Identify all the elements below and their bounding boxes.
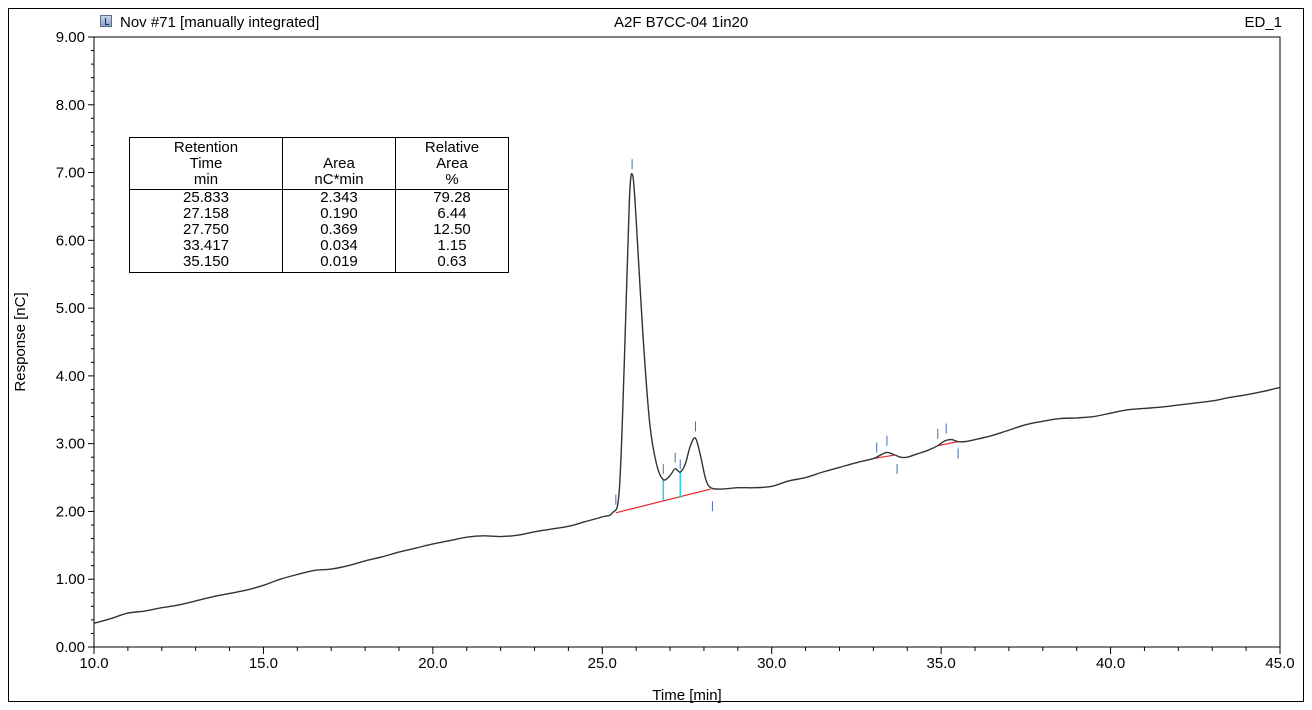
retention-time-cell: 35.150: [129, 254, 283, 273]
x-axis-title: Time [min]: [652, 687, 721, 704]
relative-area-cell: 1.15: [395, 238, 509, 254]
x-tick-label: 10.0: [79, 655, 108, 672]
y-axis: 0.00 1.00 2.00 3.00 4.00 5.00 6.00 7.00 8.00 9.00: [56, 29, 94, 656]
x-tick-label: 20.0: [418, 655, 447, 672]
area-cell: 0.369: [282, 222, 396, 238]
plot-area: [93, 36, 1281, 648]
x-tick-label: 45.0: [1265, 655, 1294, 672]
table-row: 25.833 2.343 79.28: [129, 189, 509, 206]
channel-name: ED_1: [1244, 14, 1282, 31]
table-row: 27.158 0.190 6.44: [129, 206, 509, 222]
y-axis-title: Response [nC]: [12, 292, 29, 391]
y-tick-label: 7.00: [56, 165, 85, 182]
relative-area-cell: 12.50: [395, 222, 509, 238]
x-tick-label: 35.0: [927, 655, 956, 672]
retention-time-cell: 33.417: [129, 238, 283, 254]
peak-delimiter-markers: [615, 159, 959, 512]
header-area: Area nC*min: [282, 137, 396, 190]
injection-name: A2F B7CC-04 1in20: [614, 14, 749, 31]
chromatogram-trace: [93, 173, 1281, 624]
trace-layer: [93, 173, 1281, 624]
y-tick-label: 5.00: [56, 300, 85, 317]
x-tick-label: 25.0: [588, 655, 617, 672]
retention-time-cell: 27.158: [129, 206, 283, 222]
y-tick-label: 8.00: [56, 97, 85, 114]
relative-area-cell: 6.44: [395, 206, 509, 222]
peak-table-header: Retention Time min Area nC*min Relative …: [129, 137, 509, 190]
chromatogram-frame: [8, 8, 1304, 702]
x-axis: 10.0 15.0 20.0 25.0 30.0 35.0 40.0 45.0: [79, 647, 1295, 672]
integration-baseline: [937, 441, 959, 447]
area-cell: 0.034: [282, 238, 396, 254]
x-tick-label: 30.0: [757, 655, 786, 672]
x-tick-label: 40.0: [1096, 655, 1125, 672]
x-tick-label: 15.0: [249, 655, 278, 672]
sample-icon: [100, 15, 112, 27]
header-relative-area: Relative Area %: [395, 137, 509, 190]
header-retention-time: Retention Time min: [129, 137, 283, 190]
integration-baseline: [615, 488, 711, 514]
integration-baselines: [615, 441, 959, 514]
table-row: 33.417 0.034 1.15: [129, 238, 509, 254]
y-tick-label: 0.00: [56, 639, 85, 656]
area-cell: 0.190: [282, 206, 396, 222]
y-tick-label: 2.00: [56, 503, 85, 520]
y-tick-label: 6.00: [56, 232, 85, 249]
y-tick-label: 3.00: [56, 436, 85, 453]
area-cell: 0.019: [282, 254, 396, 273]
relative-area-cell: 0.63: [395, 254, 509, 273]
sample-title: Nov #71 [manually integrated]: [120, 14, 320, 31]
relative-area-cell: 79.28: [395, 189, 509, 206]
retention-time-cell: 27.750: [129, 222, 283, 238]
peak-drop-lines: [662, 472, 681, 501]
integration-baseline: [873, 454, 894, 460]
y-tick-label: 4.00: [56, 368, 85, 385]
y-tick-label: 9.00: [56, 29, 85, 46]
area-cell: 2.343: [282, 189, 396, 206]
y-tick-label: 1.00: [56, 571, 85, 588]
table-row: 35.150 0.019 0.63: [129, 254, 509, 273]
table-row: 27.750 0.369 12.50: [129, 222, 509, 238]
peak-table: Retention Time min Area nC*min Relative …: [129, 137, 509, 273]
retention-time-cell: 25.833: [129, 189, 283, 206]
